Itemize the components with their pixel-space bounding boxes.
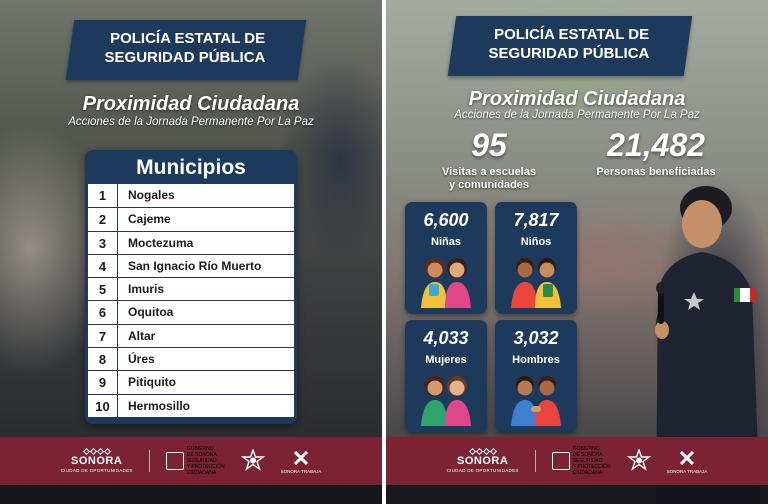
card-value: 3,032: [513, 328, 559, 348]
women-illustration: [421, 376, 471, 426]
row-municipio: Altar: [128, 328, 156, 343]
table-row: 3 Moctezuma: [88, 230, 294, 254]
sonora-logo: SONORA CIUDAD DE OPORTUNIDADES: [447, 447, 519, 473]
row-number: 7: [88, 324, 118, 348]
police-star-icon: [626, 449, 651, 471]
table-row: 8 Úres: [88, 347, 294, 371]
estadisticas-panel: POLICÍA ESTATAL DE SEGURIDAD PÚBLICA Pro…: [386, 0, 768, 504]
boys-illustration: [511, 258, 561, 308]
table-row: 7 Altar: [88, 323, 294, 348]
card-label: Niñas: [431, 236, 461, 248]
gobierno-sonora-logo: GOBIERNO DE SONORA SEGURIDAD Y PROTECCIÓ…: [551, 446, 611, 476]
gobierno-crest-icon: [551, 452, 570, 470]
card-value: 4,033: [423, 328, 469, 348]
beneficiaries-label: Personas beneficiadas: [596, 166, 716, 178]
table-row: 1 Nogales: [88, 184, 294, 208]
footer-logos: SONORA CIUDAD DE OPORTUNIDADES GOBIERNO …: [386, 437, 768, 485]
row-municipio: Úres: [128, 352, 155, 367]
header-line2: SEGURIDAD PÚBLICA: [104, 49, 266, 66]
sonora-x-icon: ✕: [677, 445, 697, 471]
header-line2: SEGURIDAD PÚBLICA: [488, 45, 650, 62]
row-number: 6: [88, 301, 118, 324]
card-value: 6,600: [423, 210, 469, 230]
row-municipio: Hermosillo: [128, 398, 191, 413]
headline: Proximidad Ciudadana: [468, 88, 686, 110]
row-municipio: Moctezuma: [128, 235, 194, 250]
sonora-diamonds-icon: [468, 447, 497, 456]
visits-value: 95: [471, 127, 507, 163]
men-illustration: [511, 376, 561, 426]
police-star-icon: [240, 449, 265, 471]
municipios-panel: POLICÍA ESTATAL DE SEGURIDAD PÚBLICA Pro…: [0, 0, 382, 504]
municipios-table: Municipios 1 Nogales 2 Cajeme 3 Moctezuma 4…: [85, 150, 297, 424]
table-row: 6 Oquitoa: [88, 300, 294, 324]
gobierno-crest-icon: [165, 452, 184, 470]
subline: Acciones de la Jornada Permanente Por La…: [68, 116, 314, 128]
table-row: 2 Cajeme: [88, 207, 294, 231]
table-row: 4 San Ignacio Río Muerto: [88, 253, 294, 278]
gobierno-sonora-logo: GOBIERNO DE SONORA SEGURIDAD Y PROTECCIÓ…: [165, 446, 225, 476]
card-label: Mujeres: [425, 354, 467, 366]
beneficiaries-value: 21,482: [607, 127, 705, 163]
footer-logos: SONORA CIUDAD DE OPORTUNIDADES GOBIERNO …: [0, 437, 382, 485]
row-municipio: Imuris: [128, 282, 165, 297]
subline: Acciones de la Jornada Permanente Por La…: [454, 109, 700, 121]
row-number: 8: [88, 348, 118, 371]
header-line1: POLICÍA ESTATAL DE: [110, 30, 266, 47]
girls-illustration: [421, 258, 471, 308]
sonora-x-logo: ✕ SONORA TRABAJA: [280, 445, 322, 474]
card-label: Hombres: [512, 354, 560, 366]
municipios-rows: 1 Nogales 2 Cajeme 3 Moctezuma 4 San Ignacio…: [88, 184, 294, 417]
row-number: 5: [88, 278, 118, 301]
card-ninas: 6,600 Niñas: [405, 202, 487, 314]
row-number: 3: [88, 231, 118, 254]
row-municipio: Oquitoa: [128, 305, 174, 320]
row-number: 2: [88, 208, 118, 231]
row-number: 4: [88, 254, 118, 278]
table-row: 9 Pitiquito: [88, 370, 294, 394]
row-number: 9: [88, 371, 118, 394]
header-line1: POLICÍA ESTATAL DE: [494, 26, 650, 43]
headline: Proximidad Ciudadana: [82, 93, 300, 115]
sonora-logo: SONORA CIUDAD DE OPORTUNIDADES: [61, 447, 133, 473]
table-row: 10 Hermosillo: [88, 393, 294, 417]
row-municipio: San Ignacio Río Muerto: [128, 258, 262, 273]
table-row: 5 Imuris: [88, 277, 294, 301]
card-ninos: 7,817 Niños: [495, 202, 577, 314]
sonora-x-icon: ✕: [291, 445, 311, 471]
card-mujeres: 4,033 Mujeres: [405, 320, 487, 432]
row-municipio: Cajeme: [128, 212, 171, 227]
card-hombres: 3,032 Hombres: [495, 320, 577, 432]
visits-label: Visitas a escuelas y comunidades: [442, 166, 536, 191]
row-number: 10: [88, 394, 118, 417]
municipios-title: Municipios: [136, 156, 246, 179]
row-municipio: Pitiquito: [128, 375, 176, 390]
card-label: Niños: [520, 236, 552, 248]
sonora-diamonds-icon: [82, 447, 111, 456]
row-municipio: Nogales: [128, 188, 175, 202]
sonora-x-logo: ✕ SONORA TRABAJA: [666, 445, 708, 474]
header-title-box: POLICÍA ESTATAL DE SEGURIDAD PÚBLICA: [447, 16, 693, 76]
row-number: 1: [88, 184, 118, 208]
header-title-box: POLICÍA ESTATAL DE SEGURIDAD PÚBLICA: [65, 20, 307, 80]
card-value: 7,817: [513, 210, 559, 230]
